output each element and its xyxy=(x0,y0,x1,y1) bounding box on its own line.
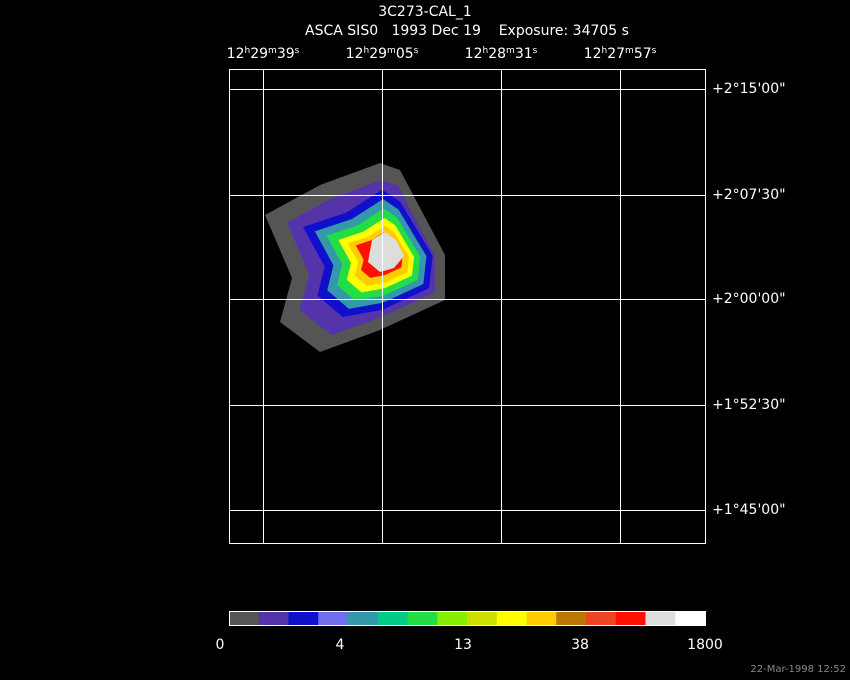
colorbar-segment xyxy=(556,611,587,625)
dec-label: +1°52'30" xyxy=(712,397,786,413)
dec-label: +2°07'30" xyxy=(712,187,786,203)
colorbar-frame xyxy=(229,611,706,626)
ra-number: 29 xyxy=(369,46,387,62)
colorbar-segment xyxy=(645,611,676,625)
ra-unit: s xyxy=(533,46,538,56)
colorbar-segment xyxy=(377,611,408,625)
ra-unit: h xyxy=(601,46,607,56)
colorbar-segment xyxy=(318,611,349,625)
colorbar-segment xyxy=(348,611,379,625)
colorbar-label: 38 xyxy=(571,637,589,653)
ra-label: 12h29m05s xyxy=(346,46,419,62)
ra-number: 12 xyxy=(346,46,364,62)
coordinate-grid xyxy=(229,69,705,543)
ra-number: 57 xyxy=(634,46,652,62)
title: 3C273-CAL_1 xyxy=(378,4,472,20)
ra-number: 31 xyxy=(515,46,533,62)
plot-frame xyxy=(229,69,706,544)
dec-label: +2°15'00" xyxy=(712,81,786,97)
ra-label: 12h28m31s xyxy=(465,46,538,62)
colorbar-segment xyxy=(586,611,617,625)
ra-number: 12 xyxy=(227,46,245,62)
colorbar-segment xyxy=(675,611,706,625)
core xyxy=(368,232,404,272)
ra-number: 12 xyxy=(465,46,483,62)
ra-unit: m xyxy=(268,46,277,56)
ra-number: 12 xyxy=(584,46,602,62)
colorbar-segment xyxy=(526,611,557,625)
ra-unit: h xyxy=(482,46,488,56)
colorbar-label: 4 xyxy=(336,637,345,653)
ra-number: 29 xyxy=(250,46,268,62)
ra-number: 27 xyxy=(607,46,625,62)
colorbar-segment xyxy=(437,611,468,625)
colorbar-segment xyxy=(496,611,527,625)
ra-number: 05 xyxy=(396,46,414,62)
ra-unit: s xyxy=(414,46,419,56)
dec-label: +1°45'00" xyxy=(712,502,786,518)
colorbar-segment xyxy=(288,611,319,625)
ra-unit: h xyxy=(363,46,369,56)
ra-unit: s xyxy=(295,46,300,56)
colorbar-segment xyxy=(407,611,438,625)
colorbar-segment xyxy=(615,611,646,625)
ra-number: 39 xyxy=(277,46,295,62)
ra-label: 12h29m39s xyxy=(227,46,300,62)
ra-unit: m xyxy=(387,46,396,56)
ra-unit: m xyxy=(506,46,515,56)
timestamp: 22-Mar-1998 12:52 xyxy=(750,664,846,675)
colorbar-segment xyxy=(229,611,260,625)
ra-label: 12h27m57s xyxy=(584,46,657,62)
subtitle: ASCA SIS0 1993 Dec 19 Exposure: 34705 s xyxy=(305,23,629,39)
ra-number: 28 xyxy=(488,46,506,62)
colorbar-label: 13 xyxy=(454,637,472,653)
ra-unit: h xyxy=(244,46,250,56)
source-image xyxy=(265,163,445,352)
colorbar-segment xyxy=(258,611,289,625)
colorbar-label: 0 xyxy=(216,637,225,653)
ra-unit: s xyxy=(652,46,657,56)
colorbar-segment xyxy=(467,611,498,625)
dec-label: +2°00'00" xyxy=(712,291,786,307)
colorbar-label: 1800 xyxy=(687,637,723,653)
ra-unit: m xyxy=(625,46,634,56)
